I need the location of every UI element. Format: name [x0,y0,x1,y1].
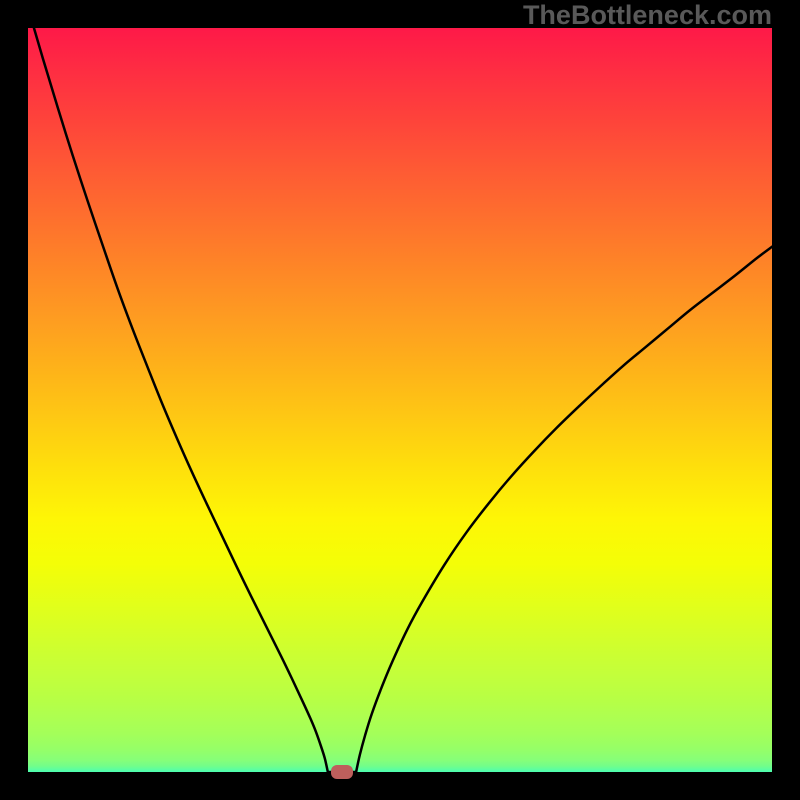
chart-svg [28,28,772,772]
bottleneck-marker [331,765,353,778]
plot-area [28,28,772,772]
